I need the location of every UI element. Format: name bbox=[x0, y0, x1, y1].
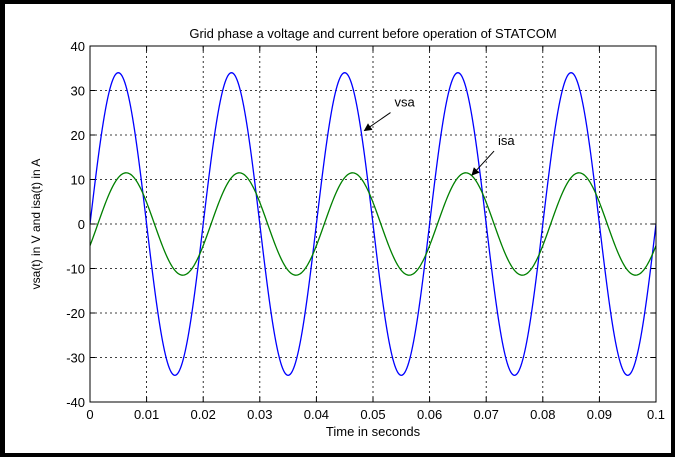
annotation-arrow-vsa bbox=[363, 112, 391, 132]
series-group bbox=[90, 72, 656, 376]
x-tick-label: 0.02 bbox=[191, 407, 216, 422]
series-line-isa bbox=[90, 172, 656, 276]
x-tick-label: 0.05 bbox=[360, 407, 385, 422]
annotation-label-isa: isa bbox=[498, 133, 515, 148]
y-tick-label: -20 bbox=[66, 306, 85, 321]
y-tick-label: -40 bbox=[66, 395, 85, 410]
annotation-arrow-isa bbox=[471, 150, 495, 176]
x-tick-label: 0.06 bbox=[417, 407, 442, 422]
y-tick-label: 10 bbox=[71, 173, 85, 188]
x-axis-label: Time in seconds bbox=[326, 424, 421, 439]
y-tick-label: -30 bbox=[66, 351, 85, 366]
y-tick-label: 40 bbox=[71, 39, 85, 54]
x-tick-label: 0.1 bbox=[647, 407, 665, 422]
y-axis-label: vsa(t) in V and isa(t) in A bbox=[29, 159, 43, 290]
x-tick-label: 0 bbox=[86, 407, 93, 422]
x-tick-label: 0.09 bbox=[587, 407, 612, 422]
x-tick-label: 0.03 bbox=[247, 407, 272, 422]
x-tick-label: 0.01 bbox=[134, 407, 159, 422]
series-line-vsa bbox=[90, 72, 656, 376]
x-tick-label: 0.07 bbox=[474, 407, 499, 422]
y-tick-label: 30 bbox=[71, 84, 85, 99]
y-tick-label: -10 bbox=[66, 262, 85, 277]
chart-title: Grid phase a voltage and current before … bbox=[189, 26, 556, 41]
annotation-label-vsa: vsa bbox=[395, 95, 416, 110]
axis-ticks: 0 0.01 0.02 0.03 0.04 0.05 0.06 0.07 0.08 0.09 0.1… bbox=[66, 39, 665, 422]
x-tick-label: 0.04 bbox=[304, 407, 329, 422]
y-tick-label: 20 bbox=[71, 128, 85, 143]
annotations: vsa isa bbox=[363, 95, 515, 176]
x-tick-label: 0.08 bbox=[530, 407, 555, 422]
y-tick-label: 0 bbox=[78, 217, 85, 232]
